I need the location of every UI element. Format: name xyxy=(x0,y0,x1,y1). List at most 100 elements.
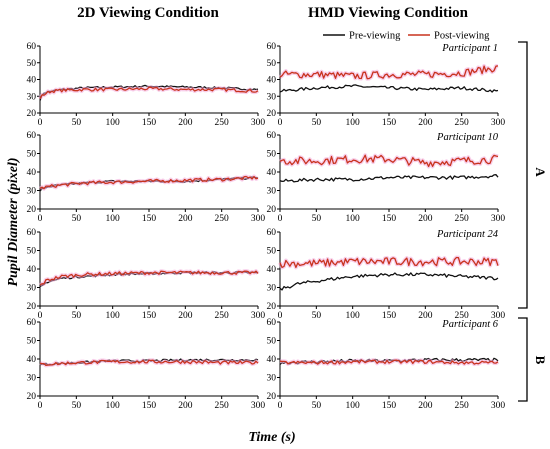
y-tick-label: 50 xyxy=(27,247,37,257)
y-tick-label: 30 xyxy=(27,187,37,197)
x-tick-label: 200 xyxy=(178,401,193,411)
y-tick-label: 50 xyxy=(267,337,277,347)
x-tick-label: 250 xyxy=(455,401,470,411)
y-axis-label: Pupil Diameter (pixel) xyxy=(6,157,21,286)
x-tick-label: 150 xyxy=(382,311,397,321)
group-a-label: A xyxy=(533,167,548,177)
series-line-post-viewing xyxy=(279,65,499,80)
x-tick-label: 300 xyxy=(251,118,266,128)
x-tick-label: 250 xyxy=(455,311,470,321)
panel-participant-6-hmd: 20 30 40 50 60 0 50 100 150 200 250 300 Participant … xyxy=(267,318,506,411)
group-bracket-a: A xyxy=(518,41,548,309)
y-tick-label: 50 xyxy=(267,150,277,160)
series-line-post-viewing xyxy=(39,86,259,100)
y-tick-label: 20 xyxy=(27,109,37,119)
y-tick-label: 50 xyxy=(27,150,37,160)
x-tick-label: 50 xyxy=(312,118,322,128)
x-tick-label: 0 xyxy=(38,118,43,128)
participant-label: Participant 1 xyxy=(441,43,498,54)
panel-participant-24-2d: 20 30 40 50 60 0 50 100 150 200 250 300 xyxy=(27,228,266,321)
x-tick-label: 250 xyxy=(455,118,470,128)
y-tick-label: 40 xyxy=(267,265,277,275)
y-tick-label: 60 xyxy=(267,318,277,328)
x-tick-label: 250 xyxy=(215,118,230,128)
group-bracket-b: B xyxy=(518,317,548,402)
y-tick-label: 40 xyxy=(267,76,277,86)
x-tick-label: 0 xyxy=(278,118,283,128)
x-tick-label: 300 xyxy=(251,401,266,411)
legend-post-label: Post-viewing xyxy=(434,31,490,42)
series-line-pre-viewing xyxy=(279,272,499,291)
y-tick-label: 30 xyxy=(27,374,37,384)
x-tick-label: 0 xyxy=(38,401,43,411)
legend: Pre-viewing Post-viewing xyxy=(323,31,490,42)
y-tick-label: 60 xyxy=(27,42,37,52)
x-tick-label: 200 xyxy=(178,118,193,128)
x-axis-label: Time (s) xyxy=(248,430,295,445)
y-tick-label: 50 xyxy=(27,337,37,347)
y-tick-label: 20 xyxy=(267,392,277,402)
y-tick-label: 40 xyxy=(27,76,37,86)
y-tick-label: 60 xyxy=(27,131,37,141)
y-tick-label: 30 xyxy=(267,284,277,294)
x-tick-label: 0 xyxy=(278,311,283,321)
col-title-2d: 2D Viewing Condition xyxy=(77,5,219,21)
y-tick-label: 40 xyxy=(27,355,37,365)
x-tick-label: 100 xyxy=(106,311,121,321)
x-tick-label: 50 xyxy=(312,311,322,321)
x-tick-label: 200 xyxy=(418,401,433,411)
y-tick-label: 20 xyxy=(27,205,37,215)
x-tick-label: 150 xyxy=(142,311,157,321)
x-tick-label: 150 xyxy=(382,401,397,411)
y-tick-label: 50 xyxy=(267,247,277,257)
x-tick-label: 0 xyxy=(38,311,43,321)
x-tick-label: 50 xyxy=(72,214,82,224)
participant-label: Participant 24 xyxy=(436,229,499,240)
y-tick-label: 30 xyxy=(27,92,37,102)
series-line-pre-viewing xyxy=(279,174,499,183)
y-tick-label: 30 xyxy=(267,374,277,384)
series-line-post-viewing xyxy=(279,154,499,168)
y-tick-label: 40 xyxy=(27,168,37,178)
y-tick-label: 60 xyxy=(267,228,277,238)
y-tick-label: 50 xyxy=(267,59,277,69)
x-tick-label: 100 xyxy=(346,214,361,224)
legend-pre-label: Pre-viewing xyxy=(349,31,401,42)
y-tick-label: 30 xyxy=(267,187,277,197)
x-tick-label: 200 xyxy=(418,118,433,128)
panel-participant-6-2d: 20 30 40 50 60 0 50 100 150 200 250 300 xyxy=(27,318,266,411)
x-tick-label: 300 xyxy=(251,214,266,224)
series-line-post-viewing xyxy=(39,270,259,286)
x-tick-label: 150 xyxy=(382,118,397,128)
x-tick-label: 150 xyxy=(142,214,157,224)
x-tick-label: 300 xyxy=(491,118,506,128)
x-tick-label: 100 xyxy=(106,401,121,411)
x-tick-label: 150 xyxy=(382,214,397,224)
x-tick-label: 300 xyxy=(491,214,506,224)
group-b-label: B xyxy=(533,356,548,365)
x-tick-label: 100 xyxy=(106,118,121,128)
x-tick-label: 100 xyxy=(346,401,361,411)
x-tick-label: 100 xyxy=(346,118,361,128)
x-tick-label: 50 xyxy=(312,401,322,411)
participant-label: Participant 6 xyxy=(441,319,498,330)
x-tick-label: 200 xyxy=(418,311,433,321)
x-tick-label: 300 xyxy=(491,311,506,321)
y-tick-label: 20 xyxy=(267,302,277,312)
y-tick-label: 30 xyxy=(267,92,277,102)
x-tick-label: 200 xyxy=(418,214,433,224)
panel-participant-10-2d: 20 30 40 50 60 0 50 100 150 200 250 300 xyxy=(27,131,266,224)
x-tick-label: 300 xyxy=(251,311,266,321)
x-tick-label: 50 xyxy=(312,214,322,224)
y-tick-label: 60 xyxy=(267,131,277,141)
y-tick-label: 60 xyxy=(267,42,277,52)
panel-participant-1-hmd: 20 30 40 50 60 0 50 100 150 200 250 300 Participant … xyxy=(267,42,506,128)
y-tick-label: 60 xyxy=(27,228,37,238)
x-tick-label: 0 xyxy=(38,214,43,224)
x-tick-label: 50 xyxy=(72,311,82,321)
y-tick-label: 20 xyxy=(27,302,37,312)
x-tick-label: 100 xyxy=(106,214,121,224)
x-tick-label: 250 xyxy=(215,401,230,411)
x-tick-label: 50 xyxy=(72,401,82,411)
